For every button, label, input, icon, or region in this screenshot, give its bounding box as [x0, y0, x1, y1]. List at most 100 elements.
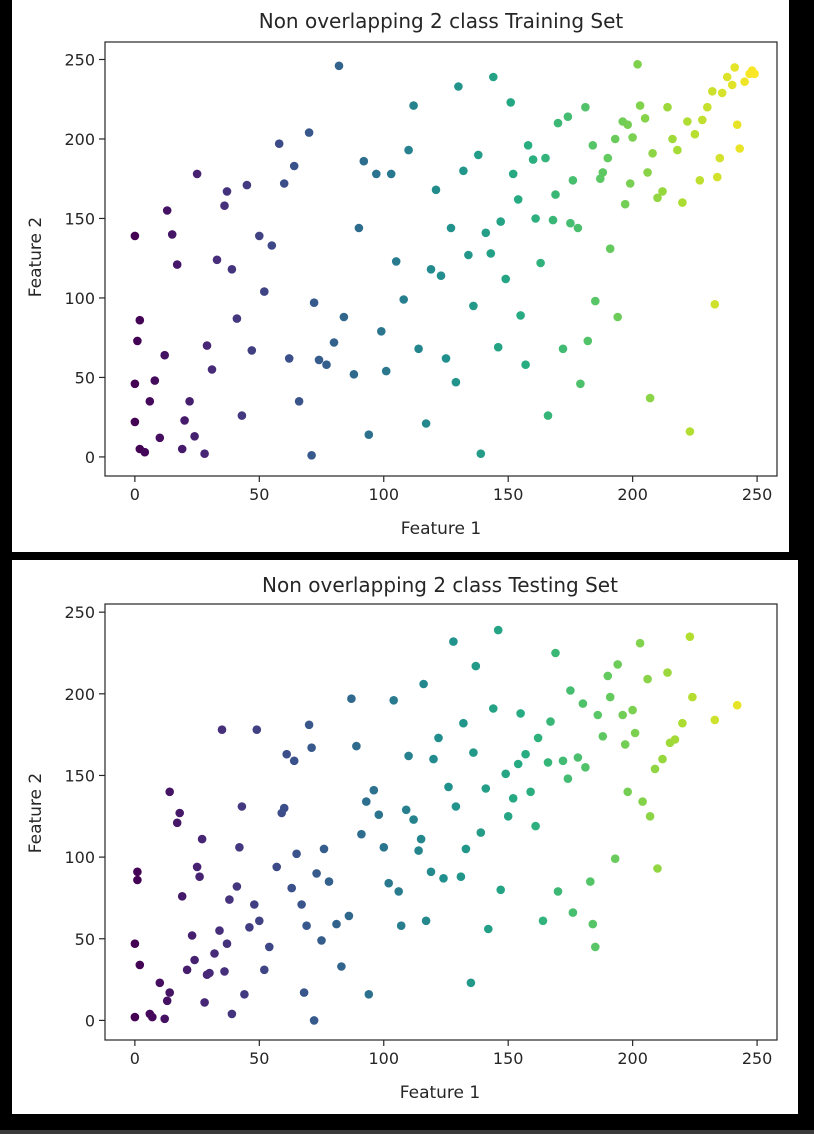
data-point	[727, 80, 737, 90]
data-point	[148, 1012, 157, 1022]
testing-chart-panel: Non overlapping 2 class Testing Set 0 50 1…	[12, 560, 798, 1114]
data-point	[133, 336, 142, 346]
data-point	[227, 1009, 237, 1019]
data-point	[568, 176, 578, 185]
data-point	[374, 810, 384, 819]
data-point	[314, 355, 324, 365]
data-point	[645, 812, 655, 821]
data-point	[279, 179, 289, 188]
data-point	[200, 998, 209, 1007]
x-tick-label: 250	[742, 1049, 773, 1068]
data-point	[250, 900, 259, 909]
data-point	[531, 821, 540, 831]
x-tick-label: 200	[617, 485, 648, 504]
data-point	[227, 265, 237, 274]
x-tick-label: 100	[368, 1049, 399, 1068]
data-point	[678, 718, 687, 728]
data-point	[633, 60, 642, 69]
data-point	[553, 118, 563, 128]
data-point	[409, 815, 418, 824]
data-point	[205, 968, 214, 978]
data-point	[536, 258, 545, 268]
data-point	[235, 843, 244, 852]
data-point	[521, 360, 530, 370]
data-point	[377, 327, 386, 336]
data-point	[466, 978, 476, 988]
data-point	[464, 250, 473, 260]
data-point	[471, 661, 481, 671]
data-point	[401, 805, 411, 815]
data-point	[496, 885, 506, 895]
y-tick-label: 200	[64, 130, 95, 149]
data-point	[267, 241, 277, 250]
plot-frame	[104, 41, 778, 477]
data-point	[735, 144, 744, 153]
data-point	[421, 419, 431, 428]
data-point	[222, 939, 232, 948]
data-point	[414, 846, 423, 855]
y-tick-label: 100	[64, 848, 95, 867]
data-point	[563, 112, 573, 121]
data-point	[232, 314, 242, 323]
data-point	[543, 758, 553, 767]
data-point	[695, 176, 705, 185]
data-point	[690, 129, 700, 139]
data-point	[489, 704, 498, 713]
data-point	[546, 717, 555, 726]
data-point	[605, 692, 615, 702]
data-point	[319, 844, 329, 854]
data-point	[623, 787, 632, 797]
data-point	[394, 887, 404, 896]
data-point	[177, 892, 187, 901]
data-point	[653, 193, 662, 203]
data-point	[439, 874, 448, 883]
data-point	[668, 134, 677, 144]
data-point	[628, 133, 637, 142]
y-tick-label: 0	[85, 1011, 95, 1030]
data-point	[583, 336, 593, 346]
data-point	[566, 686, 575, 695]
data-point	[740, 77, 749, 86]
data-point	[523, 141, 533, 150]
data-point	[155, 433, 165, 443]
data-point	[581, 763, 590, 772]
data-point	[145, 397, 155, 406]
y-tick-label: 250	[64, 603, 95, 622]
data-point	[384, 878, 394, 888]
data-point	[650, 764, 660, 774]
data-point	[456, 872, 466, 881]
data-point	[454, 82, 463, 91]
data-point	[324, 877, 334, 886]
data-point	[294, 397, 304, 406]
data-point	[508, 169, 518, 179]
data-point	[207, 365, 217, 374]
data-point	[130, 1012, 140, 1022]
data-point	[172, 260, 182, 269]
data-point	[160, 1014, 169, 1024]
data-point	[396, 921, 406, 930]
data-point	[643, 168, 652, 177]
data-point	[710, 300, 720, 309]
data-point	[625, 179, 635, 188]
data-point	[297, 900, 306, 909]
data-point	[177, 444, 187, 454]
data-point	[187, 931, 197, 940]
data-point	[630, 728, 640, 738]
data-point	[533, 733, 543, 743]
data-point	[635, 638, 645, 648]
data-point	[643, 674, 652, 684]
data-point	[476, 828, 486, 837]
y-tick-label: 150	[64, 209, 95, 228]
data-point	[603, 671, 613, 681]
y-tick-label: 150	[64, 766, 95, 785]
data-point	[586, 877, 595, 886]
data-point	[513, 195, 523, 204]
x-axis-label: Feature 1	[400, 1083, 480, 1103]
data-point	[167, 230, 177, 239]
data-point	[493, 342, 503, 352]
data-point	[613, 312, 622, 322]
data-point	[140, 447, 150, 457]
data-point	[347, 694, 356, 703]
data-point	[673, 145, 682, 155]
data-point	[598, 168, 608, 177]
